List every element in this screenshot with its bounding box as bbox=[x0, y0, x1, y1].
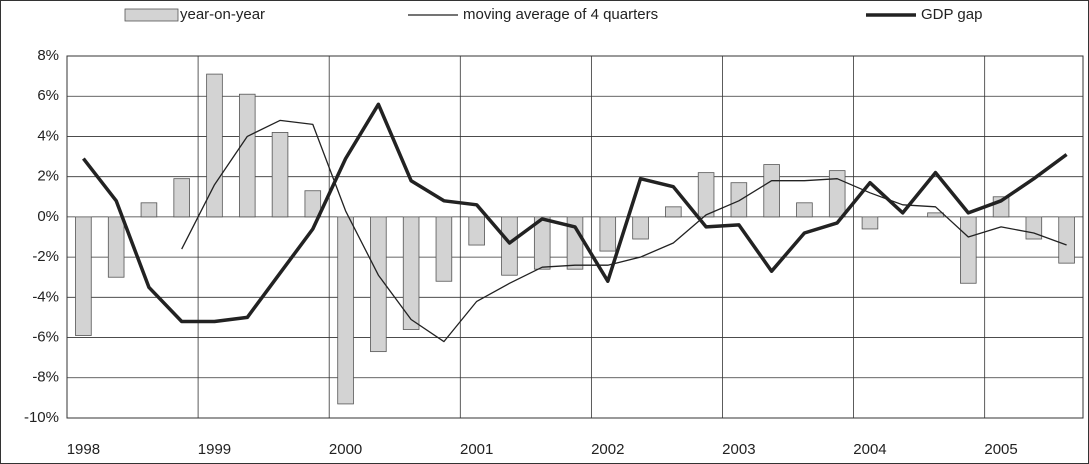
bar bbox=[632, 216, 649, 240]
bar bbox=[435, 216, 453, 282]
y-tick-label: -6% bbox=[32, 329, 59, 346]
y-tick-label: 0% bbox=[37, 208, 59, 225]
x-tick-label: 1999 bbox=[198, 441, 231, 458]
bar bbox=[697, 172, 715, 218]
bar bbox=[1058, 216, 1075, 264]
y-tick-label: -8% bbox=[32, 369, 59, 386]
bar bbox=[75, 216, 92, 336]
bar bbox=[140, 202, 158, 218]
bar bbox=[1025, 216, 1043, 240]
bar bbox=[468, 216, 485, 246]
bar bbox=[238, 93, 256, 218]
legend-label: moving average of 4 quarters bbox=[463, 6, 658, 23]
bar bbox=[501, 216, 518, 276]
y-tick-label: 6% bbox=[37, 87, 59, 104]
bar bbox=[861, 216, 879, 230]
bar bbox=[927, 212, 944, 218]
y-tick-label: -10% bbox=[24, 409, 59, 426]
y-tick-label: -4% bbox=[32, 288, 59, 305]
x-tick-label: 2003 bbox=[722, 441, 755, 458]
x-tick-label: 2002 bbox=[591, 441, 624, 458]
y-tick-label: 4% bbox=[37, 127, 59, 144]
bar bbox=[370, 216, 387, 353]
bar bbox=[828, 170, 846, 218]
bar bbox=[960, 216, 977, 284]
bar bbox=[402, 216, 420, 330]
line bbox=[82, 102, 1068, 324]
x-tick-label: 2005 bbox=[984, 441, 1017, 458]
bar bbox=[599, 216, 617, 252]
bar bbox=[304, 190, 322, 218]
legend-swatch bbox=[124, 8, 179, 22]
x-tick-label: 2000 bbox=[329, 441, 362, 458]
x-tick-label: 2001 bbox=[460, 441, 493, 458]
bar bbox=[533, 216, 551, 270]
x-tick-label: 2004 bbox=[853, 441, 886, 458]
legend-label: year-on-year bbox=[180, 6, 265, 23]
y-tick-label: 2% bbox=[37, 168, 59, 185]
bar bbox=[173, 178, 190, 218]
bar bbox=[206, 73, 223, 218]
y-tick-label: 8% bbox=[37, 47, 59, 64]
line bbox=[181, 119, 1067, 343]
bar bbox=[107, 216, 125, 278]
bar bbox=[796, 202, 813, 218]
bar bbox=[271, 132, 289, 218]
plot-border bbox=[66, 55, 1084, 419]
bar bbox=[337, 216, 354, 405]
bar bbox=[763, 164, 780, 218]
legend-label: GDP gap bbox=[921, 6, 982, 23]
y-tick-label: -2% bbox=[32, 248, 59, 265]
x-tick-label: 1998 bbox=[67, 441, 100, 458]
bar bbox=[730, 182, 748, 218]
bar bbox=[665, 206, 682, 218]
